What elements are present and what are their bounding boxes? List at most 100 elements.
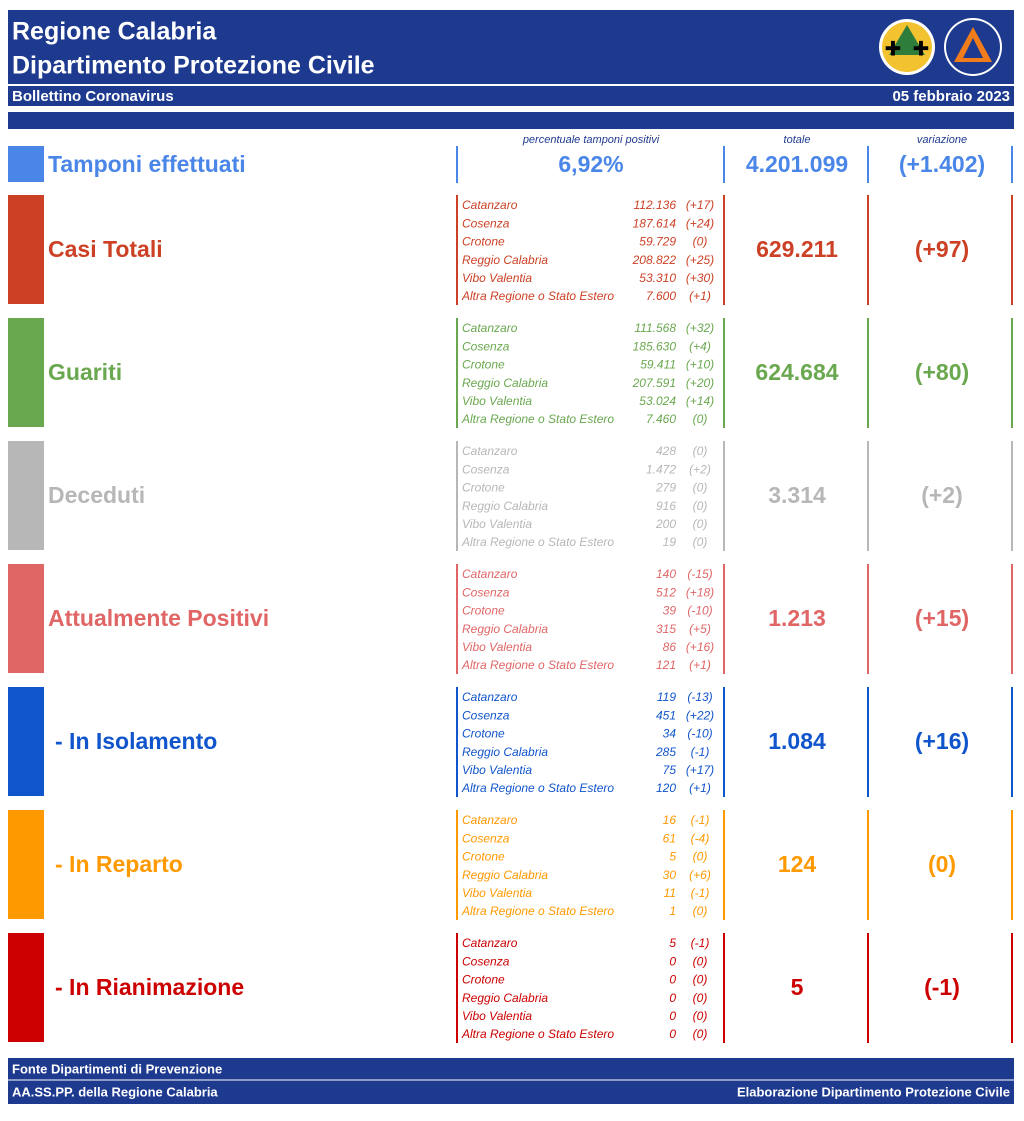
caption: variazione	[917, 134, 967, 146]
district-value: 315	[656, 622, 676, 636]
variation: (+97)	[915, 236, 969, 262]
svg-text:✚: ✚	[913, 38, 930, 60]
district-value: 34	[663, 727, 677, 741]
district-value: 140	[656, 567, 676, 581]
district-value: 19	[663, 535, 677, 549]
section-label: Attualmente Positivi	[48, 605, 269, 631]
district-value: 200	[655, 517, 676, 531]
row-label: Tamponi effettuati	[48, 151, 246, 177]
district: Crotone	[462, 604, 505, 618]
district: Vibo Valentia	[462, 763, 532, 777]
caption: totale	[784, 134, 811, 146]
district-value: 916	[656, 499, 676, 513]
district: Cosenza	[462, 708, 510, 722]
district-change: (+32)	[686, 321, 714, 335]
color-block	[8, 318, 44, 427]
district-change: (0)	[693, 517, 708, 531]
district: Altra Regione o Stato Estero	[461, 289, 614, 303]
district: Vibo Valentia	[462, 1009, 532, 1023]
district: Cosenza	[462, 462, 510, 476]
district-change: (+1)	[689, 781, 711, 795]
district: Altra Regione o Stato Estero	[461, 412, 614, 426]
district-value: 119	[657, 690, 676, 704]
district: Vibo Valentia	[462, 640, 532, 654]
variation: (+16)	[915, 728, 969, 754]
variation: (+15)	[915, 605, 969, 631]
district-change: (0)	[693, 904, 708, 918]
district-value: 120	[656, 781, 676, 795]
district: Catanzaro	[462, 444, 518, 458]
district: Reggio Calabria	[462, 376, 548, 390]
district-change: (0)	[693, 235, 708, 249]
district: Cosenza	[462, 954, 510, 968]
color-block	[8, 195, 44, 304]
district: Altra Regione o Stato Estero	[461, 904, 614, 918]
variation: (0)	[928, 851, 956, 877]
variation: (-1)	[924, 974, 960, 1000]
footer-credit: Elaborazione Dipartimento Protezione Civ…	[737, 1084, 1010, 1099]
variation: (+80)	[915, 359, 969, 385]
district: Crotone	[462, 481, 505, 495]
district: Crotone	[462, 973, 505, 987]
district: Catanzaro	[462, 813, 518, 827]
district-value: 1	[669, 904, 676, 918]
color-block	[8, 810, 44, 919]
district-value: 428	[656, 444, 676, 458]
total: 1.084	[768, 728, 826, 754]
district-change: (+17)	[686, 763, 714, 777]
district-value: 207.591	[632, 376, 676, 390]
district-value: 0	[669, 954, 676, 968]
district: Vibo Valentia	[462, 271, 532, 285]
district-value: 7.600	[646, 289, 676, 303]
district-value: 0	[669, 991, 676, 1005]
district-value: 11	[664, 886, 676, 900]
total: 3.314	[768, 482, 826, 508]
district-change: (-15)	[687, 567, 712, 581]
district-change: (+10)	[686, 358, 714, 372]
section-label: - In Reparto	[55, 851, 183, 877]
district-change: (+1)	[689, 658, 711, 672]
district: Catanzaro	[462, 198, 518, 212]
district-change: (0)	[693, 1027, 708, 1041]
district: Cosenza	[462, 216, 510, 230]
district: Reggio Calabria	[462, 868, 548, 882]
section-label: - In Rianimazione	[55, 974, 244, 1000]
color-block	[8, 687, 44, 796]
district-change: (-13)	[687, 690, 712, 704]
district: Catanzaro	[462, 567, 518, 581]
svg-text:✚: ✚	[885, 38, 902, 60]
bulletin-label: Bollettino Coronavirus	[12, 88, 174, 105]
header-band	[8, 10, 1014, 108]
district-change: (+30)	[686, 271, 714, 285]
date: 05 febbraio 2023	[892, 88, 1010, 105]
district-value: 5	[669, 936, 676, 950]
district: Crotone	[462, 850, 505, 864]
district-value: 53.310	[639, 271, 676, 285]
district-change: (0)	[693, 1009, 708, 1023]
district: Altra Regione o Stato Estero	[461, 781, 614, 795]
section-label: - In Isolamento	[55, 728, 217, 754]
district-change: (-4)	[691, 831, 710, 845]
district-change: (+18)	[686, 585, 714, 599]
district-change: (0)	[693, 499, 708, 513]
district-value: 86	[663, 640, 677, 654]
district: Crotone	[462, 727, 505, 741]
total: 124	[778, 851, 817, 877]
subtitle: Dipartimento Protezione Civile	[12, 52, 375, 80]
district-value: 185.630	[633, 339, 677, 353]
district: Reggio Calabria	[462, 991, 548, 1005]
district: Reggio Calabria	[462, 622, 548, 636]
district-value: 285	[655, 745, 676, 759]
district: Crotone	[462, 235, 505, 249]
district-change: (+5)	[689, 622, 711, 636]
district-change: (+25)	[686, 253, 714, 267]
district-value: 0	[669, 1027, 676, 1041]
value: (+1.402)	[899, 151, 985, 177]
district-value: 61	[663, 831, 676, 845]
district: Vibo Valentia	[462, 517, 532, 531]
district-change: (-1)	[691, 936, 710, 950]
header-bar	[8, 112, 1014, 129]
district-change: (-1)	[691, 813, 710, 827]
district-change: (+20)	[686, 376, 714, 390]
